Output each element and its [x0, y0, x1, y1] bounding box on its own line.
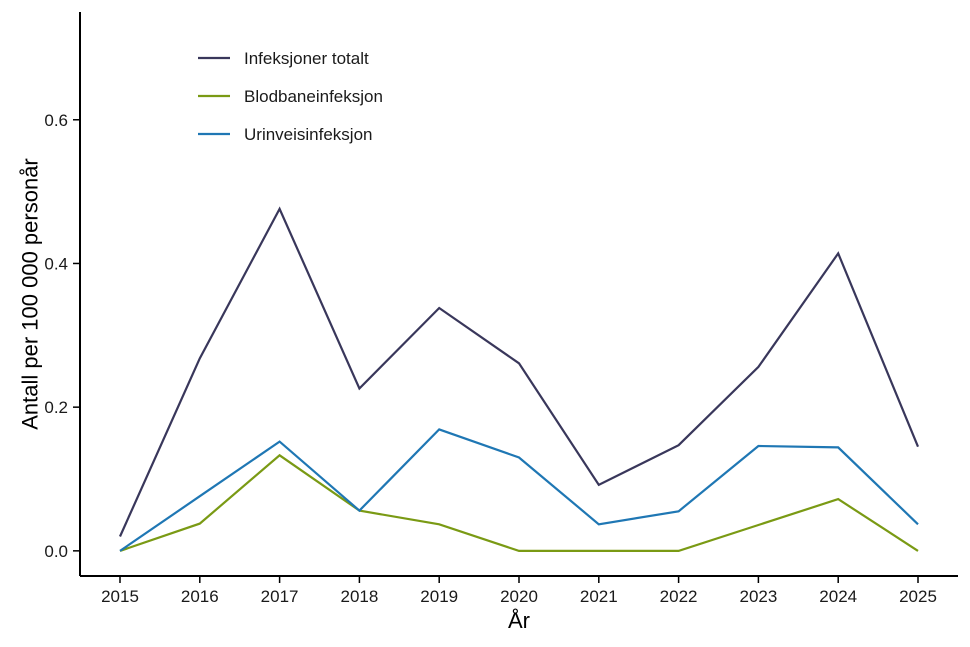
series-line-urinveisinfeksjon — [119, 428, 919, 552]
x-axis-ticks: 2015 2016 2017 2018 2019 2020 2021 2022 2023 2024… — [101, 576, 937, 606]
y-tick-label: 0.4 — [44, 254, 68, 273]
legend-label: Infeksjoner totalt — [244, 49, 369, 68]
y-tick-label: 0.2 — [44, 398, 68, 417]
x-tick-label: 2015 — [101, 587, 139, 606]
x-tick-label: 2022 — [660, 587, 698, 606]
axes: 0.0 0.2 0.4 0.6 2015 2016 2017 2018 2019 2020 202… — [44, 12, 958, 606]
x-tick-label: 2018 — [340, 587, 378, 606]
legend: Infeksjoner totalt Blodbaneinfeksjon Urinv… — [198, 49, 383, 144]
x-tick-label: 2024 — [819, 587, 857, 606]
x-tick-label: 2021 — [580, 587, 618, 606]
x-tick-label: 2016 — [181, 587, 219, 606]
x-tick-label: 2019 — [420, 587, 458, 606]
series-line-infeksjoner-totalt — [118, 206, 920, 537]
y-tick-label: 0.0 — [44, 542, 68, 561]
y-axis-title: Antall per 100 000 personår — [18, 158, 43, 430]
x-tick-label: 2017 — [261, 587, 299, 606]
series-lines — [118, 206, 920, 553]
y-tick-label: 0.6 — [44, 111, 68, 130]
y-axis-ticks: 0.0 0.2 0.4 0.6 — [44, 111, 80, 561]
series-line-blodbaneinfeksjon — [119, 453, 919, 553]
legend-label: Urinveisinfeksjon — [244, 125, 373, 144]
x-tick-label: 2020 — [500, 587, 538, 606]
x-axis-title: År — [508, 608, 530, 633]
legend-label: Blodbaneinfeksjon — [244, 87, 383, 106]
x-tick-label: 2023 — [739, 587, 777, 606]
x-tick-label: 2025 — [899, 587, 937, 606]
